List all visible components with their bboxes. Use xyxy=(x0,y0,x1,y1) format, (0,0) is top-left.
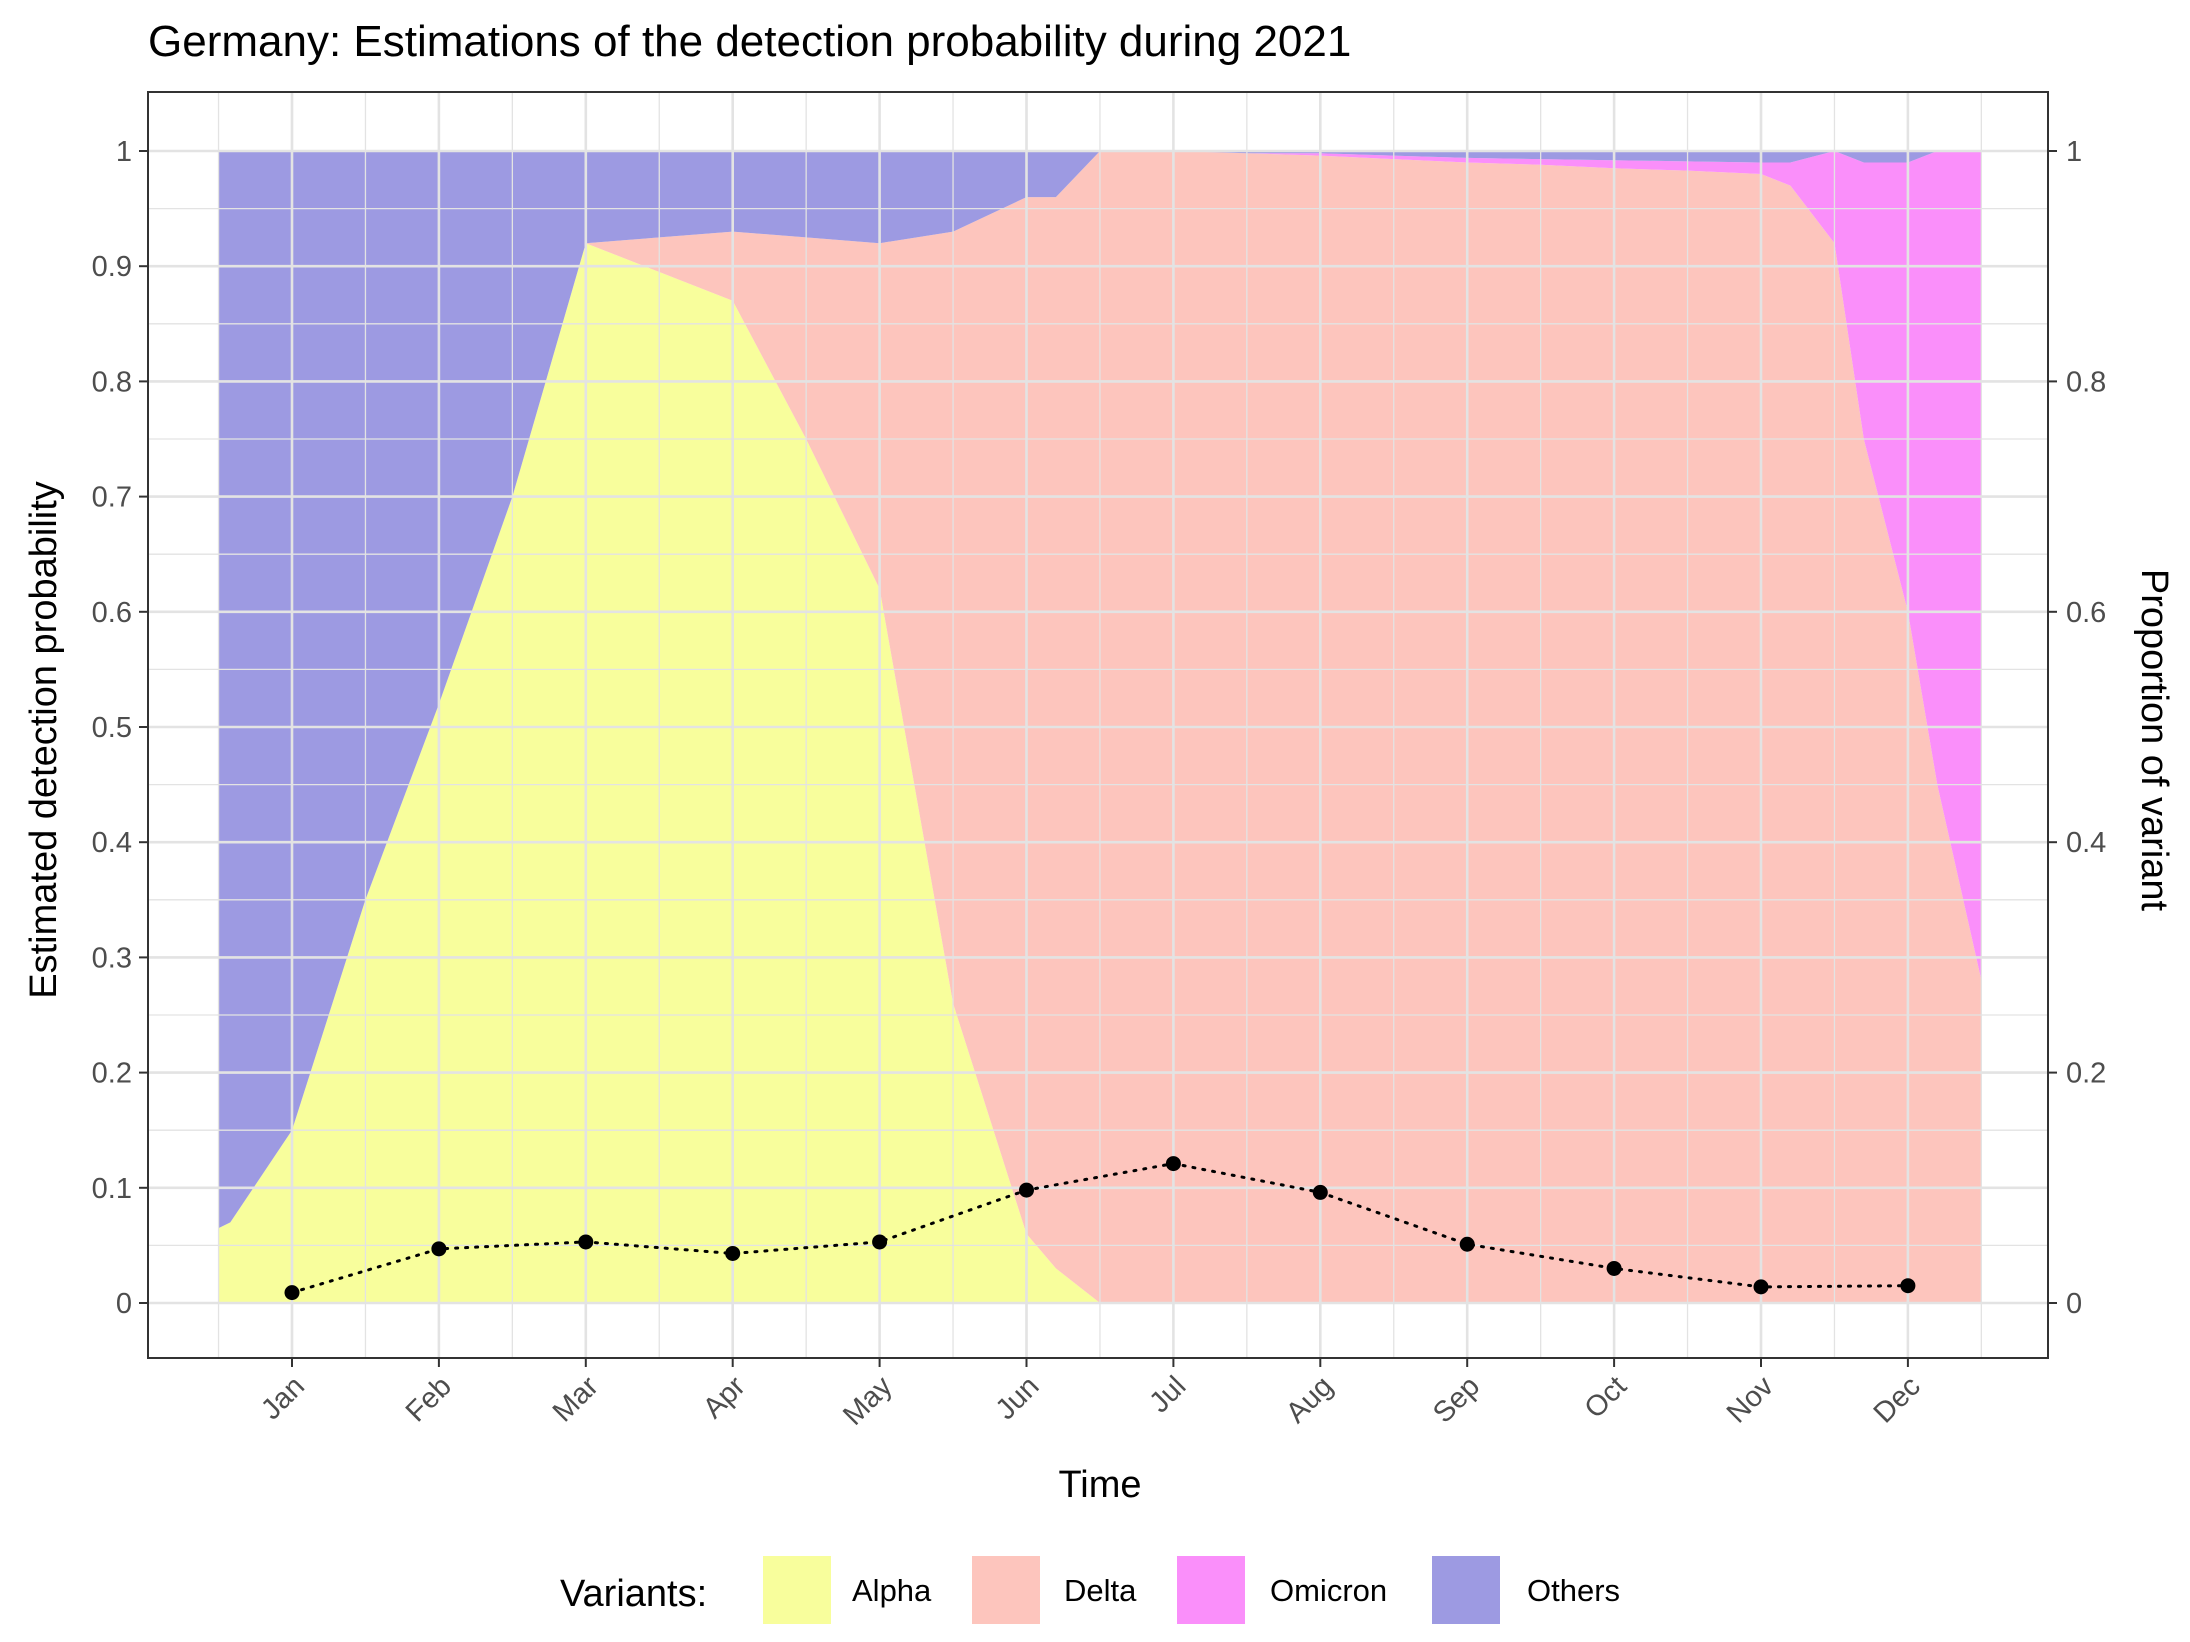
y-tick-label-left: 0.9 xyxy=(92,251,132,283)
y-tick-label-left: 0.1 xyxy=(92,1173,132,1205)
point-jan xyxy=(284,1285,300,1301)
x-tick-label-jan: Jan xyxy=(255,1370,311,1426)
point-aug xyxy=(1312,1184,1328,1200)
y-axis-left: 0 0.1 0.2 0.3 0.4 0.5 0.6 0.7 0.8 0.9 1 xyxy=(92,136,148,1320)
y-tick-label-right: 1 xyxy=(2066,136,2082,168)
point-nov xyxy=(1753,1279,1769,1295)
point-dec xyxy=(1900,1278,1916,1294)
legend-label-omicron: Omicron xyxy=(1270,1573,1387,1608)
legend-title: Variants: xyxy=(560,1573,707,1615)
x-tick-label-may: May xyxy=(837,1370,899,1432)
y-axis-right: 0 0.2 0.4 0.6 0.8 1 xyxy=(2048,136,2106,1320)
y-tick-label-left: 0.5 xyxy=(92,712,132,744)
y-tick-label-left: 0 xyxy=(116,1288,132,1320)
y-axis-title-right: Proportion of variant xyxy=(2133,569,2175,912)
y-tick-label-right: 0.2 xyxy=(2066,1058,2106,1090)
point-may xyxy=(872,1234,888,1250)
y-tick-label-left: 1 xyxy=(116,136,132,168)
x-tick-label-jul: Jul xyxy=(1144,1370,1193,1419)
y-tick-label-right: 0 xyxy=(2066,1288,2082,1320)
y-tick-label-right: 0.4 xyxy=(2066,827,2106,859)
y-tick-label-right: 0.8 xyxy=(2066,366,2106,398)
point-feb xyxy=(431,1241,447,1257)
x-axis-title: Time xyxy=(1058,1464,1141,1506)
x-tick-label-aug: Aug xyxy=(1280,1370,1339,1429)
x-tick-label-sep: Sep xyxy=(1427,1370,1486,1429)
panel-border xyxy=(147,91,2049,1359)
legend-key-omicron xyxy=(1177,1556,1245,1624)
point-sep xyxy=(1459,1236,1475,1252)
x-tick-label-oct: Oct xyxy=(1579,1370,1634,1425)
y-tick-label-left: 0.3 xyxy=(92,942,132,974)
x-tick-label-jun: Jun xyxy=(990,1370,1046,1426)
y-tick-label-left: 0.4 xyxy=(92,827,132,859)
x-axis: Jan Feb Mar Apr May Jun Jul Aug Sep Oct Nov Dec xyxy=(255,1358,1927,1432)
variant-areas xyxy=(148,92,2048,1358)
y-tick-label-left: 0.2 xyxy=(92,1058,132,1090)
y-axis-title-left: Estimated detection probability xyxy=(23,481,65,999)
legend-key-delta xyxy=(972,1556,1040,1624)
detection-probability-series xyxy=(284,1156,1916,1301)
y-tick-label-left: 0.7 xyxy=(92,482,132,514)
detection-line xyxy=(290,1162,1910,1295)
point-oct xyxy=(1606,1260,1622,1276)
area-others xyxy=(218,151,1982,1229)
y-tick-label-left: 0.6 xyxy=(92,597,132,629)
x-tick-label-mar: Mar xyxy=(547,1370,605,1428)
point-mar xyxy=(578,1234,594,1250)
legend-label-alpha: Alpha xyxy=(852,1573,932,1608)
x-tick-label-nov: Nov xyxy=(1721,1370,1780,1429)
legend-label-others: Others xyxy=(1527,1573,1620,1608)
legend-label-delta: Delta xyxy=(1064,1573,1137,1608)
y-tick-label-left: 0.8 xyxy=(92,366,132,398)
point-apr xyxy=(725,1245,741,1261)
legend-key-alpha xyxy=(763,1556,831,1624)
legend: Variants: Alpha Delta Omicron Others xyxy=(560,1556,1620,1624)
grid-lines xyxy=(148,92,2048,1358)
y-tick-label-right: 0.6 xyxy=(2066,597,2106,629)
point-jun xyxy=(1019,1182,1034,1198)
x-tick-label-feb: Feb xyxy=(400,1370,458,1428)
chart-title: Germany: Estimations of the detection pr… xyxy=(148,17,1351,66)
point-jul xyxy=(1165,1156,1181,1172)
x-tick-label-dec: Dec xyxy=(1868,1370,1927,1429)
x-tick-label-apr: Apr xyxy=(697,1370,752,1425)
legend-key-others xyxy=(1432,1556,1500,1624)
